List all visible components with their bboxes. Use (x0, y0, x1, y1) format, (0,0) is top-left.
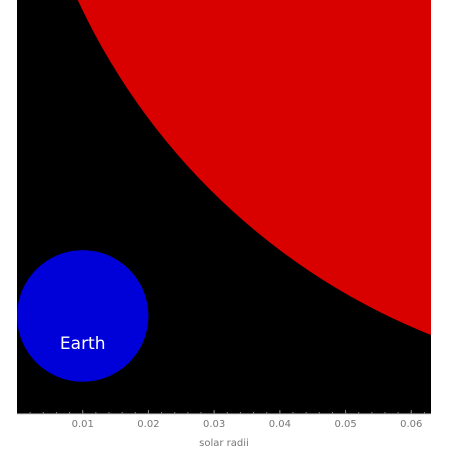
x-tick-label: 0.06 (400, 419, 422, 430)
x-axis-ticks: 0.01 0.02 0.03 0.04 0.05 0.06 (29, 410, 425, 430)
earth-disc (17, 250, 149, 382)
x-tick-label: 0.04 (269, 419, 291, 430)
bodies-layer (17, 0, 431, 382)
labels-layer: Earth (60, 334, 106, 354)
x-tick-label: 0.02 (137, 419, 159, 430)
large-disc (77, 0, 431, 335)
x-tick-label: 0.03 (203, 419, 225, 430)
x-tick-label: 0.05 (334, 419, 356, 430)
earth-label: Earth (60, 334, 106, 354)
x-axis-title: solar radii (199, 438, 249, 449)
x-tick-label: 0.01 (72, 419, 94, 430)
